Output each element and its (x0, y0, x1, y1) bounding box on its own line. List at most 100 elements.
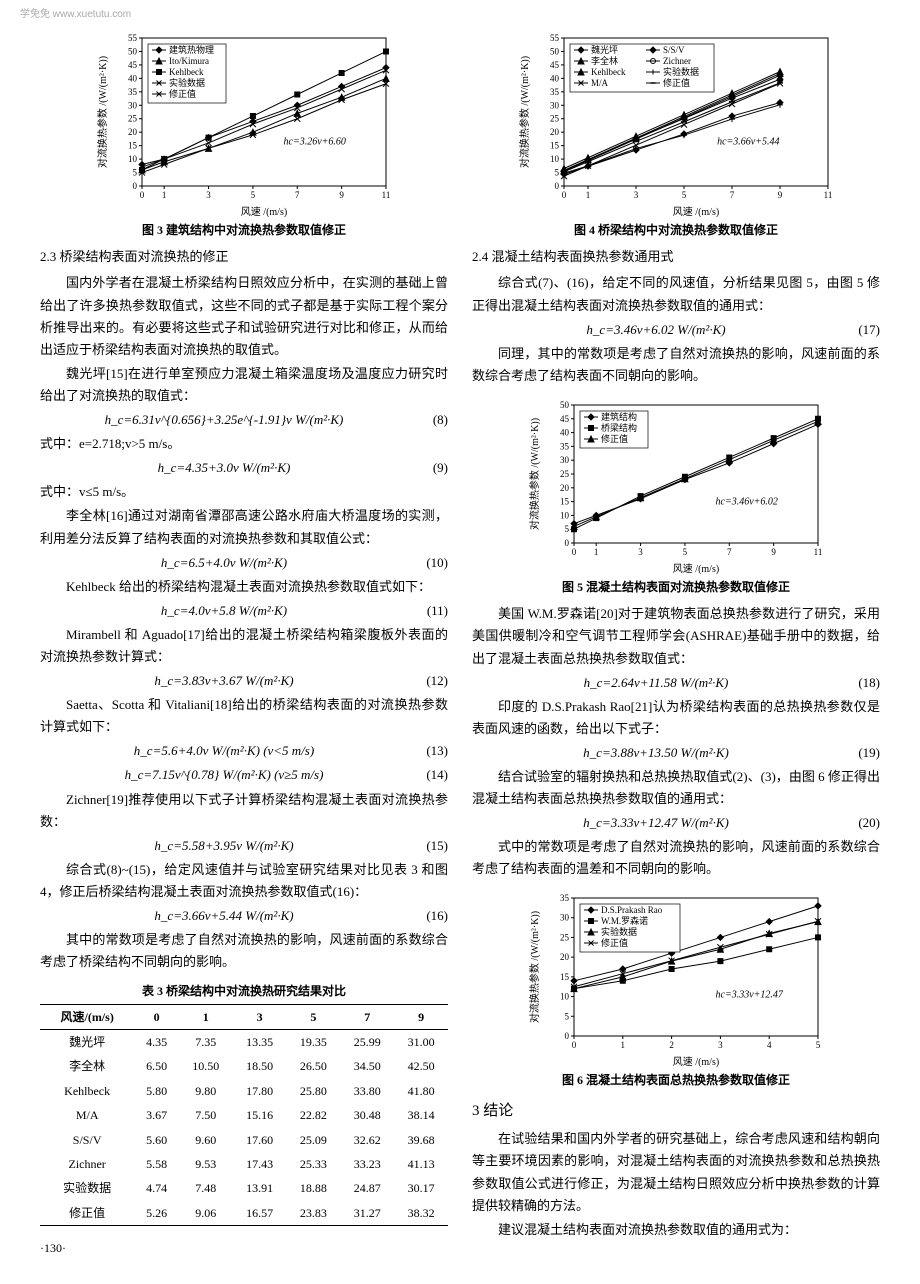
svg-text:0: 0 (572, 1040, 577, 1050)
svg-text:修正值: 修正值 (601, 937, 628, 948)
svg-text:1: 1 (586, 190, 591, 200)
table-row: Kehlbeck5.809.8017.8025.8033.8041.80 (40, 1079, 448, 1103)
svg-text:5: 5 (565, 1012, 570, 1022)
table-3: 风速/(m/s)013579 魏光坪4.357.3513.3519.3525.9… (40, 1004, 448, 1227)
svg-text:40: 40 (560, 428, 570, 438)
svg-text:7: 7 (730, 190, 735, 200)
table-row: Zichner5.589.5317.4325.3333.2341.13 (40, 1152, 448, 1176)
table3-caption: 表 3 桥梁结构中对流换热研究结果对比 (40, 981, 448, 1001)
eq-14: h_c=7.15v^{0.78} W/(m²·K) (v≥5 m/s)(14) (40, 764, 448, 786)
svg-text:7: 7 (295, 190, 300, 200)
right-column: 051015202530354045505501357911风速 /(m/s)对… (472, 20, 880, 1259)
svg-text:55: 55 (550, 33, 560, 43)
svg-text:对流换热参数 /(W/(m²·K)): 对流换热参数 /(W/(m²·K)) (96, 56, 109, 168)
svg-text:3: 3 (718, 1040, 723, 1050)
svg-text:对流换热参数 /(W/(m²·K)): 对流换热参数 /(W/(m²·K)) (528, 911, 541, 1023)
page-number: ·130· (40, 1238, 448, 1258)
svg-text:1: 1 (162, 190, 167, 200)
svg-text:11: 11 (814, 547, 823, 557)
figure-3: 051015202530354045505501357911风速 /(m/s)对… (40, 28, 448, 240)
note-8: 式中：e=2.718;v>5 m/s。 (40, 433, 448, 455)
table-header: 0 (134, 1004, 179, 1029)
para-r2: 同理，其中的常数项是考虑了自然对流换热的影响，风速前面的系数综合考虑了结构表面不… (472, 343, 880, 387)
svg-text:10: 10 (560, 992, 570, 1002)
svg-text:11: 11 (824, 190, 833, 200)
svg-text:魏光坪: 魏光坪 (591, 44, 618, 55)
svg-text:5: 5 (133, 168, 138, 178)
svg-text:55: 55 (128, 33, 138, 43)
para-l6: Saetta、Scotta 和 Vitaliani[18]给出的桥梁结构表面的对… (40, 694, 448, 738)
eq-17: h_c=3.46v+6.02 W/(m²·K)(17) (472, 319, 880, 341)
svg-text:10: 10 (560, 510, 570, 520)
sec-2-3-title: 2.3 桥梁结构表面对流换热的修正 (40, 246, 448, 268)
svg-text:对流换热参数 /(W/(m²·K)): 对流换热参数 /(W/(m²·K)) (518, 56, 531, 168)
eq-13: h_c=5.6+4.0v W/(m²·K) (v<5 m/s)(13) (40, 740, 448, 762)
svg-text:Kehlbeck: Kehlbeck (169, 67, 204, 77)
svg-text:修正值: 修正值 (663, 77, 690, 88)
svg-text:9: 9 (339, 190, 344, 200)
svg-text:0: 0 (565, 538, 570, 548)
svg-text:5: 5 (565, 524, 570, 534)
svg-text:实验数据: 实验数据 (663, 66, 699, 77)
svg-text:4: 4 (767, 1040, 772, 1050)
svg-text:30: 30 (560, 455, 570, 465)
table-row: 实验数据4.747.4813.9118.8824.8730.17 (40, 1176, 448, 1200)
svg-text:Kehlbeck: Kehlbeck (591, 67, 626, 77)
svg-text:20: 20 (560, 953, 570, 963)
svg-text:30: 30 (560, 913, 570, 923)
svg-text:5: 5 (683, 547, 688, 557)
svg-text:建筑结构: 建筑结构 (601, 411, 637, 422)
svg-text:Ito/Kimura: Ito/Kimura (169, 56, 209, 66)
svg-text:35: 35 (128, 87, 138, 97)
eq-11: h_c=4.0v+5.8 W/(m²·K)(11) (40, 600, 448, 622)
svg-text:1: 1 (594, 547, 599, 557)
left-column: 051015202530354045505501357911风速 /(m/s)对… (40, 20, 448, 1259)
eq-19: h_c=3.88v+13.50 W/(m²·K)(19) (472, 742, 880, 764)
eq-20: h_c=3.33v+12.47 W/(m²·K)(20) (472, 812, 880, 834)
para-l4: Kehlbeck 给出的桥梁结构混凝土表面对流换热参数取值式如下： (40, 576, 448, 598)
svg-text:5: 5 (555, 168, 560, 178)
svg-text:50: 50 (550, 46, 560, 56)
svg-text:50: 50 (128, 46, 138, 56)
svg-text:0: 0 (140, 190, 145, 200)
table-row: 李全林6.5010.5018.5026.5034.5042.50 (40, 1054, 448, 1078)
table-header: 9 (394, 1004, 448, 1029)
svg-text:40: 40 (550, 73, 560, 83)
svg-text:11: 11 (382, 190, 391, 200)
svg-text:9: 9 (771, 547, 776, 557)
svg-text:40: 40 (128, 73, 138, 83)
eq-18: h_c=2.64v+11.58 W/(m²·K)(18) (472, 672, 880, 694)
svg-text:修正值: 修正值 (601, 433, 628, 444)
svg-text:20: 20 (128, 127, 138, 137)
svg-text:15: 15 (560, 497, 570, 507)
svg-text:25: 25 (560, 933, 570, 943)
note-9: 式中：v≤5 m/s。 (40, 481, 448, 503)
svg-text:35: 35 (560, 441, 570, 451)
para-l2: 魏光坪[15]在进行单室预应力混凝土箱梁温度场及温度应力研究时给出了对流换热的取… (40, 363, 448, 407)
svg-text:D.S.Prakash Rao: D.S.Prakash Rao (601, 905, 663, 915)
svg-text:0: 0 (555, 181, 560, 191)
svg-text:30: 30 (128, 100, 138, 110)
svg-text:0: 0 (562, 190, 567, 200)
svg-text:9: 9 (778, 190, 783, 200)
svg-text:hc=3.66v+5.44: hc=3.66v+5.44 (717, 137, 779, 148)
svg-text:50: 50 (560, 400, 570, 410)
table-row: M/A3.677.5015.1622.8230.4838.14 (40, 1103, 448, 1127)
svg-text:0: 0 (133, 181, 138, 191)
svg-text:S/S/V: S/S/V (663, 45, 685, 55)
svg-text:7: 7 (727, 547, 732, 557)
table-header: 风速/(m/s) (40, 1004, 134, 1029)
eq-10: h_c=6.5+4.0v W/(m²·K)(10) (40, 552, 448, 574)
svg-text:风速 /(m/s): 风速 /(m/s) (673, 1056, 719, 1068)
svg-text:风速 /(m/s): 风速 /(m/s) (673, 563, 719, 575)
svg-text:2: 2 (669, 1040, 674, 1050)
figure-6: 05101520253035012345风速 /(m/s)对流换热参数 /(W/… (472, 888, 880, 1090)
fig4-caption: 图 4 桥梁结构中对流换热参数取值修正 (472, 220, 880, 240)
para-r7: 在试验结果和国内外学者的研究基础上，综合考虑风速和结构朝向等主要环境因素的影响，… (472, 1128, 880, 1216)
svg-text:0: 0 (565, 1031, 570, 1041)
para-l7: Zichner[19]推荐使用以下式子计算桥梁结构混凝土表面对流换热参数： (40, 789, 448, 833)
svg-text:25: 25 (560, 469, 570, 479)
svg-text:风速 /(m/s): 风速 /(m/s) (241, 206, 287, 218)
svg-text:3: 3 (206, 190, 211, 200)
svg-text:5: 5 (816, 1040, 821, 1050)
